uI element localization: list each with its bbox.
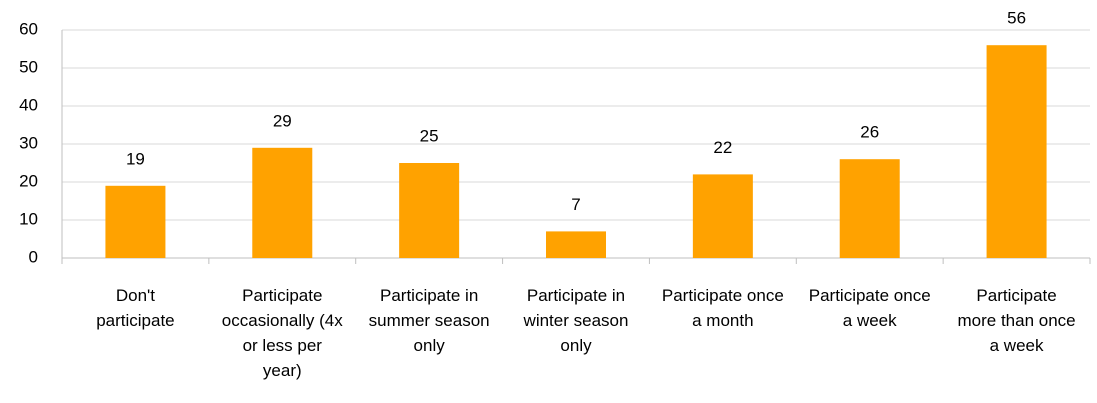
bar (399, 163, 460, 258)
y-tick-label: 60 (19, 19, 38, 38)
data-label: 25 (420, 126, 439, 145)
data-label: 29 (273, 111, 292, 130)
x-tick-label: Don't participate (96, 286, 174, 330)
y-tick-label: 40 (19, 95, 38, 114)
data-label: 26 (860, 123, 879, 142)
y-tick-label: 50 (19, 57, 38, 76)
bar (839, 159, 900, 258)
data-label: 22 (713, 138, 732, 157)
x-tick-label: Participate once a week (809, 286, 931, 330)
x-tick-label: Participate occasionally (4x or less per ye… (222, 286, 343, 380)
x-tick-label: Participate in summer season only (369, 286, 490, 355)
bar (692, 174, 753, 258)
x-tick-label: Participate in winter season only (523, 286, 629, 355)
x-tick-label: Participate once a month (662, 286, 784, 330)
x-tick-label: Participate more than once a week (958, 286, 1076, 355)
bar (105, 185, 166, 258)
y-tick-label: 30 (19, 133, 38, 152)
y-tick-label: 0 (29, 247, 38, 266)
data-label: 7 (571, 195, 580, 214)
data-label: 19 (126, 149, 145, 168)
y-tick-label: 10 (19, 209, 38, 228)
bar (546, 231, 606, 258)
y-tick-label: 20 (19, 171, 38, 190)
data-label: 56 (1007, 9, 1026, 28)
bar (986, 45, 1047, 259)
bar (252, 147, 313, 258)
